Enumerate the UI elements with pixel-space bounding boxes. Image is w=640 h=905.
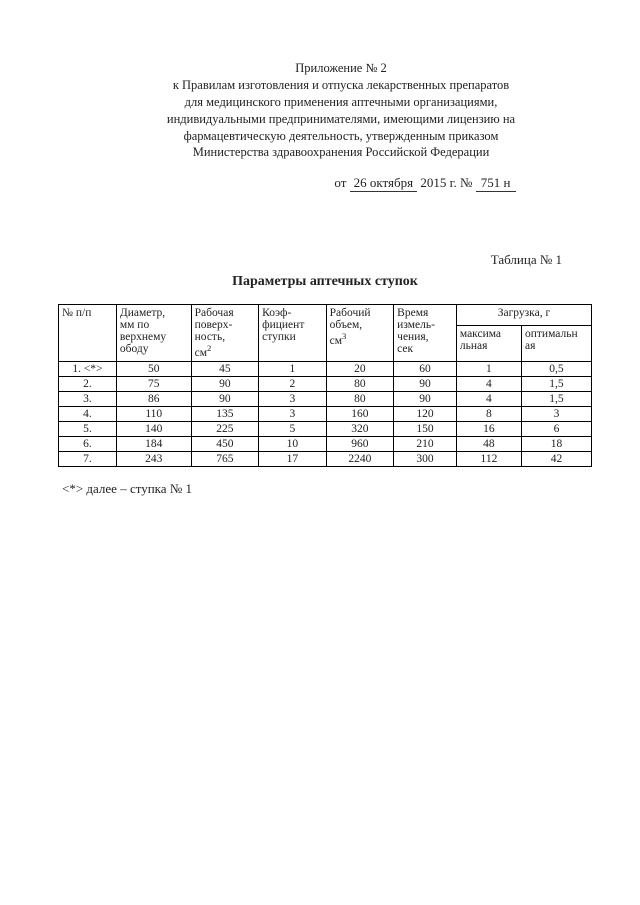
col-header-diameter: Диаметр, мм по верхнему ободу [116,305,191,362]
col-header-surface: Рабочая поверх- ность, см2 [191,305,259,362]
table-cell: 6 [521,422,591,437]
header-line: Министерства здравоохранения Российской … [98,144,584,161]
col-header-load-max: максимальная [456,326,521,362]
table-cell: 18 [521,437,591,452]
table-cell: 320 [326,422,394,437]
table-cell: 2240 [326,452,394,467]
mortar-params-table: № п/п Диаметр, мм по верхнему ободу Рабо… [58,304,592,467]
header-line: Приложение № 2 [98,60,584,77]
table-cell: 20 [326,362,394,377]
table-cell: 1,5 [521,392,591,407]
table-cell: 60 [394,362,457,377]
header-row: № п/п Диаметр, мм по верхнему ободу Рабо… [59,305,592,326]
table-cell: 42 [521,452,591,467]
table-title: Параметры аптечных ступок [58,274,592,290]
col-header-time: Время измель- чения, сек [394,305,457,362]
table-cell: 0,5 [521,362,591,377]
table-cell: 3 [259,392,327,407]
handwritten-number: 751 н [476,175,516,192]
table-cell: 7. [59,452,117,467]
table-cell: 3 [521,407,591,422]
table-cell: 4 [456,392,521,407]
table-cell: 1 [456,362,521,377]
table-cell: 50 [116,362,191,377]
col-header-coeff: Коэф- фициент ступки [259,305,327,362]
table-cell: 3 [259,407,327,422]
table-cell: 90 [191,392,259,407]
table-cell: 120 [394,407,457,422]
table-cell: 16 [456,422,521,437]
col-header-load-opt: оптимальная [521,326,591,362]
table-cell: 3. [59,392,117,407]
table-cell: 140 [116,422,191,437]
header-line: к Правилам изготовления и отпуска лекарс… [98,77,584,94]
table-cell: 110 [116,407,191,422]
table-row: 6.184450109602104818 [59,437,592,452]
table-body: 1. <*>50451206010,52.75902809041,53.8690… [59,362,592,467]
footnote: <*> далее – ступка № 1 [62,481,592,497]
table-cell: 5. [59,422,117,437]
table-head: № п/п Диаметр, мм по верхнему ободу Рабо… [59,305,592,362]
table-cell: 17 [259,452,327,467]
handwritten-date: 26 октября [350,175,417,192]
table-row: 1. <*>50451206010,5 [59,362,592,377]
table-cell: 765 [191,452,259,467]
table-row: 7.24376517224030011242 [59,452,592,467]
table-cell: 90 [394,392,457,407]
table-cell: 184 [116,437,191,452]
table-cell: 150 [394,422,457,437]
table-cell: 48 [456,437,521,452]
table-cell: 210 [394,437,457,452]
table-cell: 75 [116,377,191,392]
table-cell: 5 [259,422,327,437]
table-cell: 112 [456,452,521,467]
date-prefix: от [334,175,346,190]
table-cell: 90 [394,377,457,392]
table-cell: 1 [259,362,327,377]
table-cell: 4 [456,377,521,392]
table-cell: 225 [191,422,259,437]
header-line: для медицинского применения аптечными ор… [98,94,584,111]
table-cell: 243 [116,452,191,467]
table-cell: 45 [191,362,259,377]
page: Приложение № 2 к Правилам изготовления и… [0,0,640,905]
table-cell: 10 [259,437,327,452]
table-cell: 4. [59,407,117,422]
table-row: 4.110135316012083 [59,407,592,422]
table-row: 2.75902809041,5 [59,377,592,392]
header-line: фармацевтическую деятельность, утвержден… [98,128,584,145]
table-row: 5.1402255320150166 [59,422,592,437]
table-cell: 8 [456,407,521,422]
table-cell: 86 [116,392,191,407]
col-header-number: № п/п [59,305,117,362]
table-cell: 2. [59,377,117,392]
date-line: от 26 октября 2015 г. № 751 н [258,175,592,192]
table-cell: 160 [326,407,394,422]
table-number-label: Таблица № 1 [58,252,562,268]
header-line: индивидуальными предпринимателями, имеющ… [98,111,584,128]
header-block: Приложение № 2 к Правилам изготовления и… [58,60,592,161]
table-cell: 2 [259,377,327,392]
table-cell: 1,5 [521,377,591,392]
table-row: 3.86903809041,5 [59,392,592,407]
col-header-volume: Рабочий объем, см3 [326,305,394,362]
table-cell: 90 [191,377,259,392]
table-cell: 80 [326,392,394,407]
table-cell: 80 [326,377,394,392]
table-cell: 6. [59,437,117,452]
table-cell: 1. <*> [59,362,117,377]
table-cell: 960 [326,437,394,452]
table-cell: 450 [191,437,259,452]
table-cell: 300 [394,452,457,467]
date-year: 2015 г. № [420,175,472,190]
table-cell: 135 [191,407,259,422]
col-header-load: Загрузка, г [456,305,591,326]
